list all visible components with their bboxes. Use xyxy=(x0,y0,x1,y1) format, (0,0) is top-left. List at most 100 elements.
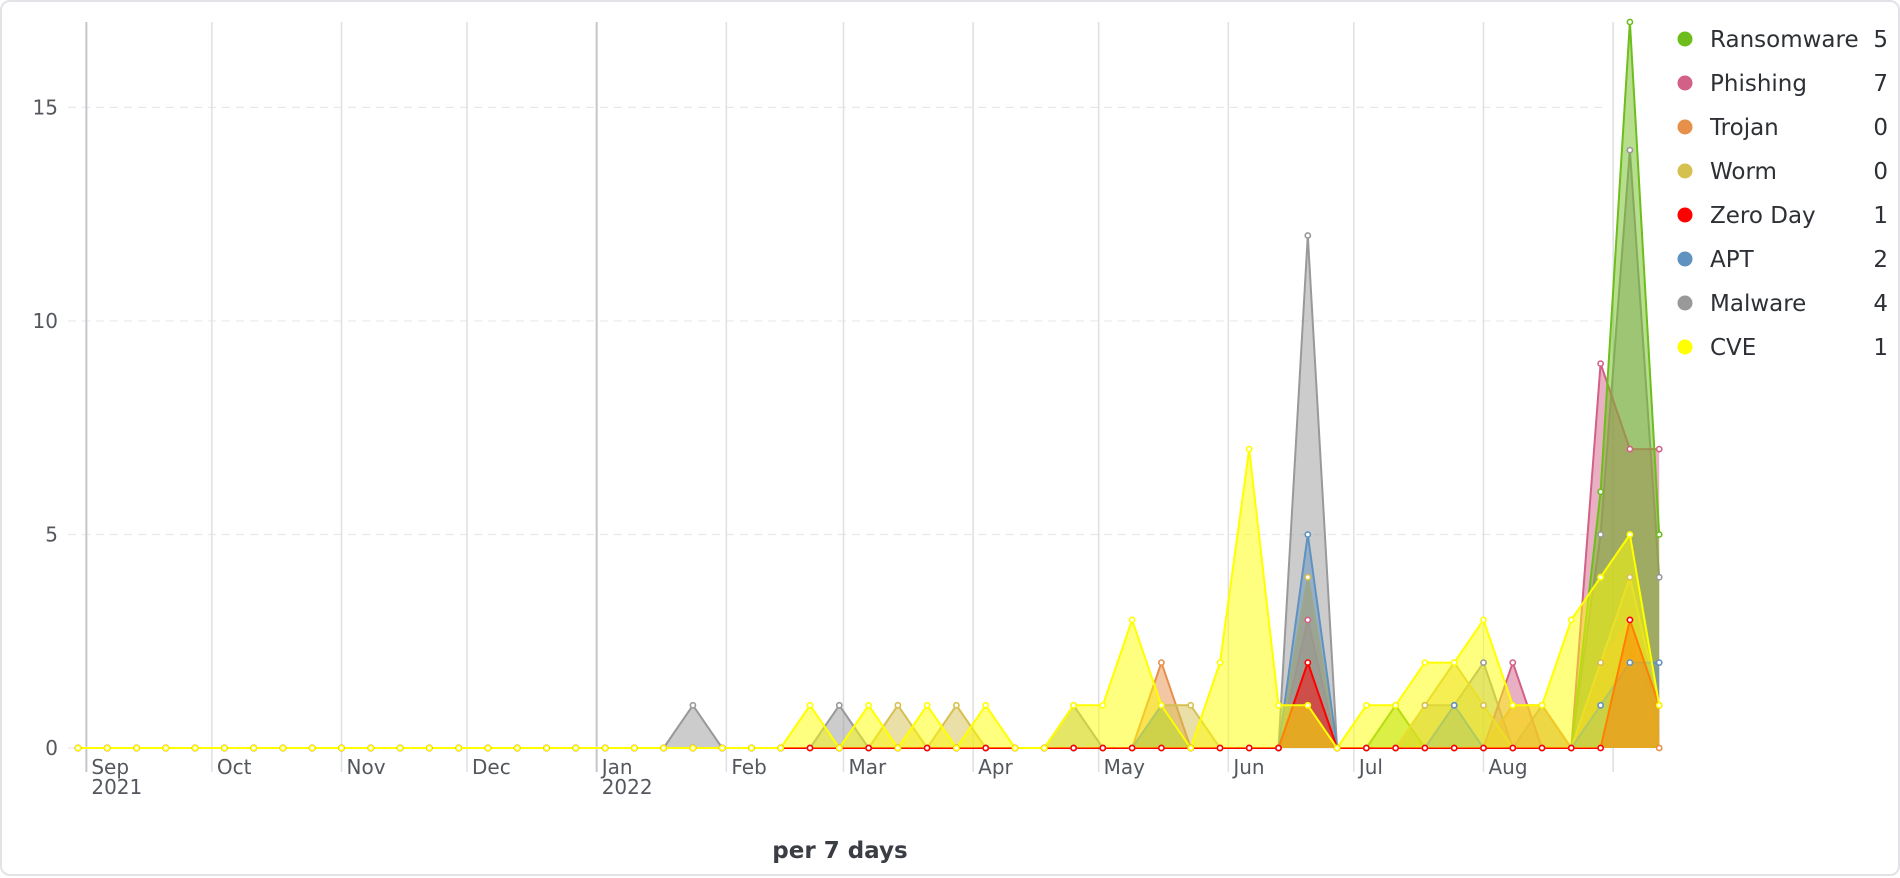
data-point[interactable] xyxy=(1626,146,1634,154)
legend-item-worm[interactable]: Worm 0 xyxy=(1677,159,1889,185)
data-point[interactable] xyxy=(367,744,375,752)
legend-item-apt[interactable]: APT 2 xyxy=(1677,247,1889,273)
data-point[interactable] xyxy=(1626,18,1634,26)
data-point[interactable] xyxy=(1597,659,1604,666)
data-point[interactable] xyxy=(1509,701,1517,709)
data-point[interactable] xyxy=(1275,701,1282,709)
data-point[interactable] xyxy=(1655,701,1663,709)
data-point[interactable] xyxy=(865,744,872,752)
data-point[interactable] xyxy=(1304,531,1312,538)
data-point[interactable] xyxy=(279,744,287,752)
data-point[interactable] xyxy=(953,744,960,752)
data-point[interactable] xyxy=(718,744,726,752)
data-point[interactable] xyxy=(1421,659,1429,666)
legend-item-malware[interactable]: Malware 4 xyxy=(1677,291,1889,317)
data-point[interactable] xyxy=(1567,744,1575,752)
data-point[interactable] xyxy=(1450,701,1458,709)
legend-item-phishing[interactable]: Phishing 7 xyxy=(1677,71,1889,97)
data-point[interactable] xyxy=(1480,701,1487,709)
data-point[interactable] xyxy=(894,701,902,709)
data-point[interactable] xyxy=(220,744,228,752)
data-point[interactable] xyxy=(1304,232,1312,239)
data-point[interactable] xyxy=(1187,701,1195,709)
data-point[interactable] xyxy=(982,744,990,752)
data-point[interactable] xyxy=(1655,744,1663,752)
data-point[interactable] xyxy=(806,744,814,752)
data-point[interactable] xyxy=(1597,701,1604,709)
data-point[interactable] xyxy=(1392,744,1399,752)
data-point[interactable] xyxy=(1216,659,1224,666)
data-point[interactable] xyxy=(1070,744,1077,752)
data-point[interactable] xyxy=(660,744,667,752)
data-point[interactable] xyxy=(1245,445,1253,453)
data-point[interactable] xyxy=(133,744,140,752)
data-point[interactable] xyxy=(250,744,258,752)
data-point[interactable] xyxy=(1655,531,1663,538)
data-point[interactable] xyxy=(396,744,404,752)
data-point[interactable] xyxy=(835,701,843,709)
data-point[interactable] xyxy=(982,701,990,709)
data-point[interactable] xyxy=(1480,616,1487,624)
data-point[interactable] xyxy=(1597,573,1604,581)
data-point[interactable] xyxy=(894,744,902,752)
data-point[interactable] xyxy=(1158,744,1165,752)
data-point[interactable] xyxy=(1626,659,1634,666)
data-point[interactable] xyxy=(1245,744,1253,752)
data-point[interactable] xyxy=(1275,744,1282,752)
data-point[interactable] xyxy=(543,744,550,752)
data-point[interactable] xyxy=(1363,701,1370,709)
data-point[interactable] xyxy=(1187,744,1195,752)
data-point[interactable] xyxy=(689,701,697,709)
data-point[interactable] xyxy=(1509,744,1517,752)
data-point[interactable] xyxy=(191,744,199,752)
data-point[interactable] xyxy=(572,744,580,752)
data-point[interactable] xyxy=(1304,701,1312,709)
data-point[interactable] xyxy=(1363,744,1370,752)
data-point[interactable] xyxy=(1597,360,1604,367)
data-point[interactable] xyxy=(103,744,111,752)
data-point[interactable] xyxy=(1538,744,1546,752)
data-point[interactable] xyxy=(1597,531,1604,538)
data-point[interactable] xyxy=(338,744,345,752)
data-point[interactable] xyxy=(1626,531,1634,538)
data-point[interactable] xyxy=(1128,616,1136,624)
data-point[interactable] xyxy=(689,744,697,752)
data-point[interactable] xyxy=(1011,744,1019,752)
data-point[interactable] xyxy=(1421,744,1429,752)
data-point[interactable] xyxy=(1626,573,1634,581)
data-point[interactable] xyxy=(1480,659,1487,666)
area-malware[interactable] xyxy=(78,150,1660,749)
data-point[interactable] xyxy=(1597,744,1604,752)
data-point[interactable] xyxy=(601,744,609,752)
data-point[interactable] xyxy=(425,744,433,752)
area-cve[interactable] xyxy=(78,449,1660,748)
data-point[interactable] xyxy=(1655,445,1663,453)
data-point[interactable] xyxy=(1655,573,1663,581)
data-point[interactable] xyxy=(1421,701,1429,709)
legend-item-zero-day[interactable]: Zero Day 1 xyxy=(1677,203,1889,229)
data-point[interactable] xyxy=(1538,701,1546,709)
data-point[interactable] xyxy=(777,744,785,752)
data-point[interactable] xyxy=(1333,744,1341,752)
data-point[interactable] xyxy=(1597,488,1604,496)
legend-item-trojan[interactable]: Trojan 0 xyxy=(1677,115,1889,141)
data-point[interactable] xyxy=(1158,659,1165,666)
data-point[interactable] xyxy=(748,744,755,752)
data-point[interactable] xyxy=(923,701,931,709)
data-point[interactable] xyxy=(513,744,521,752)
data-point[interactable] xyxy=(1626,445,1634,453)
data-point[interactable] xyxy=(1392,701,1399,709)
data-point[interactable] xyxy=(74,744,82,752)
data-point[interactable] xyxy=(1450,659,1458,666)
data-point[interactable] xyxy=(308,744,316,752)
data-point[interactable] xyxy=(1099,744,1107,752)
data-point[interactable] xyxy=(953,701,960,709)
data-point[interactable] xyxy=(835,744,843,752)
data-point[interactable] xyxy=(1304,573,1312,581)
data-point[interactable] xyxy=(1304,616,1312,624)
data-point[interactable] xyxy=(1040,744,1048,752)
data-point[interactable] xyxy=(1070,701,1077,709)
data-point[interactable] xyxy=(1626,616,1634,624)
data-point[interactable] xyxy=(1304,659,1312,666)
legend-item-ransomware[interactable]: Ransomware 5 xyxy=(1677,27,1889,53)
